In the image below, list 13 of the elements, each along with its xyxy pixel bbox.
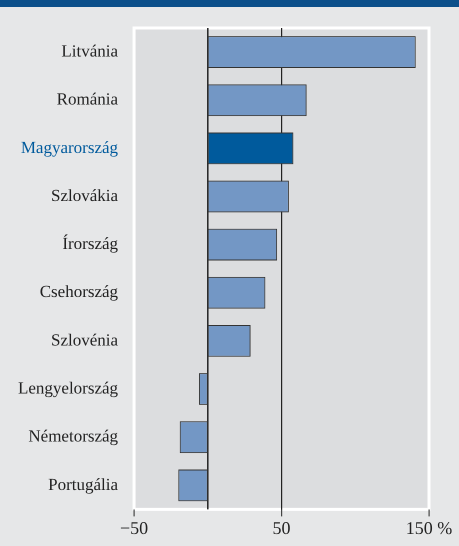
y-tick-label: Litvánia <box>61 42 119 61</box>
x-tick-label: −50 <box>120 518 148 538</box>
y-tick-label: Portugália <box>48 474 119 494</box>
y-tick-label: Szlovénia <box>51 330 119 350</box>
y-tick-label: Csehország <box>40 282 119 302</box>
y-tick-label: Románia <box>56 90 119 109</box>
x-tick-label: 150 % <box>406 518 452 538</box>
y-tick-label: Németország <box>28 426 119 446</box>
y-tick-label: Szlovákia <box>51 186 119 205</box>
x-tick-label: 50 <box>272 518 291 538</box>
y-tick-label: Magyarország <box>20 138 119 157</box>
y-tick-label: Írország <box>62 234 119 254</box>
y-tick-label: Lengyelország <box>18 378 119 398</box>
